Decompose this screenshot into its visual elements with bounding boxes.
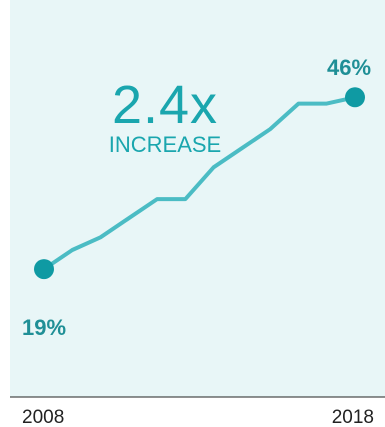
- chart-panel: [10, 0, 385, 397]
- increase-value: 2.4x: [112, 75, 218, 135]
- increase-label: INCREASE: [109, 132, 221, 157]
- x-tick-label-end: 2018: [332, 407, 374, 427]
- end-point: [345, 87, 365, 108]
- series-line: [42, 95, 357, 272]
- start-value-label: 19%: [22, 315, 66, 340]
- x-tick-label-start: 2008: [22, 407, 64, 427]
- start-point: [34, 259, 54, 280]
- end-value-label: 46%: [327, 55, 371, 80]
- increase-annotation: 2.4x INCREASE: [109, 75, 221, 157]
